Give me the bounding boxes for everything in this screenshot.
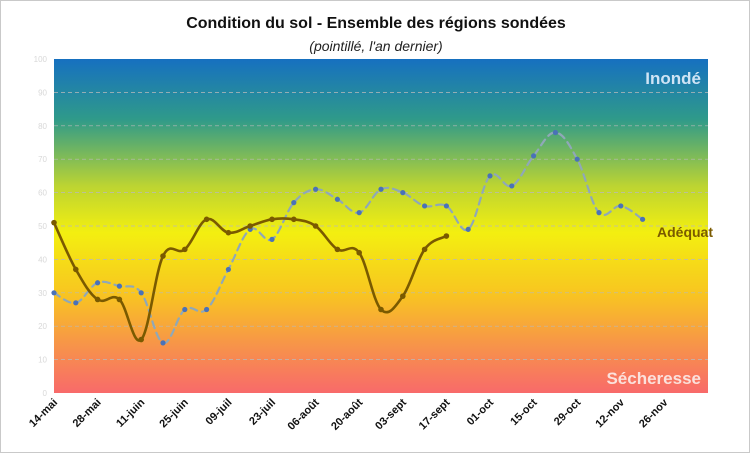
data-point-current: [269, 216, 275, 223]
data-point-last-year: [596, 210, 602, 216]
data-point-current: [334, 246, 341, 253]
chart-subtitle: (pointillé, l'an dernier): [309, 38, 443, 54]
data-point-last-year: [356, 210, 362, 216]
x-tick-label: 11-juin: [114, 396, 147, 429]
x-tick-label: 29-oct: [552, 396, 584, 428]
data-point-current: [203, 216, 210, 223]
data-point-last-year: [487, 173, 493, 179]
x-tick-label: 12-nov: [593, 396, 627, 430]
x-tick-label: 01-oct: [465, 396, 497, 428]
data-point-last-year: [269, 236, 275, 242]
data-point-current: [225, 229, 232, 236]
data-point-last-year: [204, 306, 210, 313]
data-point-current: [356, 249, 363, 256]
data-point-last-year: [138, 290, 144, 296]
zone-label-top: Inondé: [645, 69, 701, 88]
data-point-last-year: [400, 190, 406, 196]
x-tick-label: 25-juin: [157, 396, 191, 430]
data-point-current: [291, 216, 297, 223]
y-tick-label: 0: [43, 389, 48, 398]
y-tick-label: 10: [38, 356, 47, 365]
data-point-current: [443, 233, 450, 239]
y-tick-label: 80: [38, 122, 47, 131]
data-point-last-year: [51, 290, 57, 296]
data-point-current: [116, 296, 123, 303]
data-point-current: [312, 223, 319, 229]
data-point-last-year: [160, 340, 166, 346]
data-point-current: [247, 223, 253, 229]
zone-label-bottom: Sécheresse: [606, 369, 701, 388]
data-point-last-year: [95, 280, 101, 286]
data-point-current: [138, 336, 144, 343]
data-point-current: [378, 306, 384, 313]
y-tick-label: 100: [34, 55, 48, 64]
data-point-last-year: [73, 300, 79, 306]
x-tick-label: 26-nov: [637, 396, 671, 430]
data-point-last-year: [618, 203, 624, 209]
data-point-current: [51, 219, 57, 226]
x-tick-label: 14-mai: [27, 397, 60, 430]
x-tick-label: 20-août: [329, 396, 365, 432]
y-tick-label: 60: [38, 189, 47, 198]
x-tick-label: 06-août: [286, 396, 322, 432]
x-tick-label: 28-mai: [71, 397, 104, 430]
data-point-last-year: [531, 153, 537, 159]
data-point-current: [400, 293, 406, 299]
x-tick-label: 17-sept: [417, 396, 453, 432]
data-point-last-year: [116, 283, 122, 289]
data-point-last-year: [552, 129, 559, 136]
data-point-last-year: [640, 216, 646, 222]
x-tick-label: 09-juil: [204, 397, 235, 428]
y-tick-label: 90: [38, 88, 47, 97]
data-point-current: [160, 253, 166, 259]
data-point-last-year: [422, 203, 428, 209]
data-point-last-year: [182, 306, 188, 313]
x-tick-label: 23-juil: [247, 397, 278, 428]
data-point-last-year: [313, 186, 319, 192]
y-tick-label: 50: [38, 222, 47, 231]
data-point-last-year: [225, 266, 231, 273]
data-point-last-year: [378, 186, 384, 192]
data-point-current: [73, 266, 79, 273]
series-line-last-year: [52, 131, 644, 345]
y-tick-label: 20: [38, 322, 47, 331]
data-point-current: [182, 246, 188, 253]
zone-label-middle: Adéquat: [657, 224, 713, 240]
y-tick-label: 30: [38, 289, 47, 298]
data-point-last-year: [291, 200, 297, 206]
chart-title: Condition du sol - Ensemble des régions …: [186, 15, 566, 32]
x-tick-label: 15-oct: [508, 396, 540, 428]
data-point-last-year: [509, 183, 515, 189]
data-point-current: [94, 296, 101, 303]
data-point-last-year: [465, 226, 471, 232]
data-point-last-year: [443, 203, 449, 209]
y-tick-label: 70: [38, 155, 47, 164]
data-point-last-year: [334, 196, 340, 202]
x-tick-label: 03-sept: [373, 396, 409, 432]
data-point-current: [421, 246, 428, 253]
y-tick-label: 40: [38, 255, 47, 264]
data-point-last-year: [574, 156, 580, 162]
